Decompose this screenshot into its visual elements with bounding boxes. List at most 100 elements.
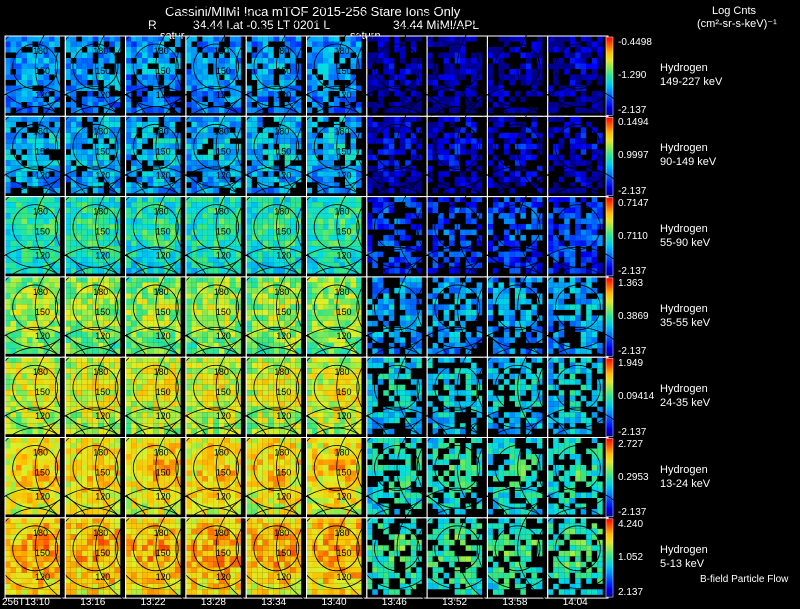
time-label: 13:58 [502, 597, 528, 608]
contour-label: 150 [216, 146, 231, 156]
contour-label: 150 [156, 387, 171, 397]
contour-label: 180 [274, 207, 289, 217]
contour-label: 150 [276, 468, 291, 478]
colorbar-top-label: 0.7147 [618, 197, 649, 209]
ion-image-panel [276, 86, 398, 208]
contour-label: 120 [35, 411, 50, 421]
contour-label: 150 [216, 66, 231, 76]
time-label: 13:28 [200, 597, 226, 608]
contour-label: 120 [337, 331, 352, 341]
colorbar-mid-label: 0.2953 [618, 471, 649, 483]
contour-label: 150 [95, 387, 110, 397]
contour-label: 120 [35, 331, 50, 341]
contour-label: 120 [95, 331, 110, 341]
colorbar-bottom-label: -2.137 [618, 265, 647, 277]
contour-label: 180 [93, 367, 108, 377]
ion-image-panel [0, 5, 96, 128]
contour-label: 150 [216, 468, 231, 478]
ion-image-panel [517, 327, 639, 449]
time-label: 13:16 [80, 597, 106, 608]
contour-label: 150 [156, 548, 171, 558]
contour-label: 120 [156, 411, 171, 421]
ion-image-panel [276, 327, 398, 449]
contour-label: 180 [214, 287, 229, 297]
contour-label: 180 [154, 287, 169, 297]
contour-label: 150 [337, 307, 352, 317]
time-label: 256T13:10 [2, 597, 50, 608]
contour-label: 120 [156, 251, 171, 261]
contour-label: 120 [156, 572, 171, 582]
contour-label: 150 [156, 146, 171, 156]
row-species-label: Hydrogen [660, 463, 708, 476]
ion-image-panel [155, 487, 277, 609]
contour-label: 180 [274, 528, 289, 538]
contour-label: 150 [276, 66, 291, 76]
colorbar [605, 438, 614, 518]
colorbar [605, 197, 614, 277]
row-energy-label: 35-55 keV [660, 317, 711, 330]
row-species-label: Hydrogen [660, 303, 708, 316]
contour-label: 150 [276, 548, 291, 558]
ion-image-panel [95, 327, 217, 449]
contour-label: 180 [93, 287, 108, 297]
ephemeris-r-label: R [148, 18, 157, 32]
colorbar-top-label: 1.363 [618, 277, 644, 289]
time-label: 13:22 [140, 597, 166, 608]
contour-label: 150 [337, 227, 352, 237]
contour-label: 120 [35, 492, 50, 502]
ion-image-panel [215, 5, 337, 128]
time-label: 13:52 [442, 597, 468, 608]
contour-label: 120 [156, 170, 171, 180]
contour-label: 150 [156, 66, 171, 76]
contour-label: 150 [276, 307, 291, 317]
contour-label: 180 [154, 448, 169, 458]
ion-image-panel [517, 166, 639, 288]
contour-label: 180 [154, 46, 169, 56]
contour-label: 180 [214, 528, 229, 538]
ion-image-panel [276, 487, 398, 609]
contour-label: 120 [337, 170, 352, 180]
contour-label: 150 [35, 307, 50, 317]
contour-label: 150 [276, 227, 291, 237]
time-label: 14:04 [562, 597, 588, 608]
contour-label: 180 [154, 367, 169, 377]
contour-label: 120 [35, 170, 50, 180]
contour-label: 150 [337, 387, 352, 397]
colorbar-mid-label: 1.052 [618, 551, 644, 563]
contour-label: 180 [214, 126, 229, 136]
contour-label: 180 [335, 287, 350, 297]
ion-image-panel [95, 166, 217, 288]
row-energy-label: 24-35 keV [660, 397, 711, 410]
contour-label: 120 [156, 331, 171, 341]
contour-label: 180 [33, 46, 48, 56]
contour-label: 180 [154, 126, 169, 136]
contour-label: 150 [216, 387, 231, 397]
contour-label: 120 [276, 411, 291, 421]
ion-image-panel [34, 86, 157, 208]
row-species-label: Hydrogen [660, 222, 708, 235]
legend-units: (cm²-sr-s-keV)⁻¹ [697, 18, 777, 30]
ion-image-panel [34, 166, 157, 288]
ion-image-panel [276, 5, 398, 128]
ion-image-panel [336, 166, 458, 288]
contour-label: 180 [93, 46, 108, 56]
contour-label: 150 [95, 468, 110, 478]
ion-image-panel [517, 407, 639, 529]
contour-label: 150 [276, 146, 291, 156]
ion-image-panel [396, 246, 518, 369]
contour-label: 120 [337, 572, 352, 582]
ion-image-panel [215, 487, 337, 609]
colorbar-top-label: -0.4498 [618, 37, 652, 48]
contour-label: 180 [335, 528, 350, 538]
row-species-label: Hydrogen [660, 383, 708, 396]
ion-image-panel [155, 166, 277, 288]
colorbar-bottom-label: -2.137 [618, 426, 647, 438]
colorbar [605, 518, 614, 598]
colorbar [605, 277, 614, 357]
contour-label: 180 [274, 126, 289, 136]
contour-label: 120 [35, 90, 50, 100]
contour-label: 150 [156, 307, 171, 317]
colorbar-mid-label: 0.3869 [618, 311, 649, 323]
ion-image-panel [396, 86, 518, 208]
